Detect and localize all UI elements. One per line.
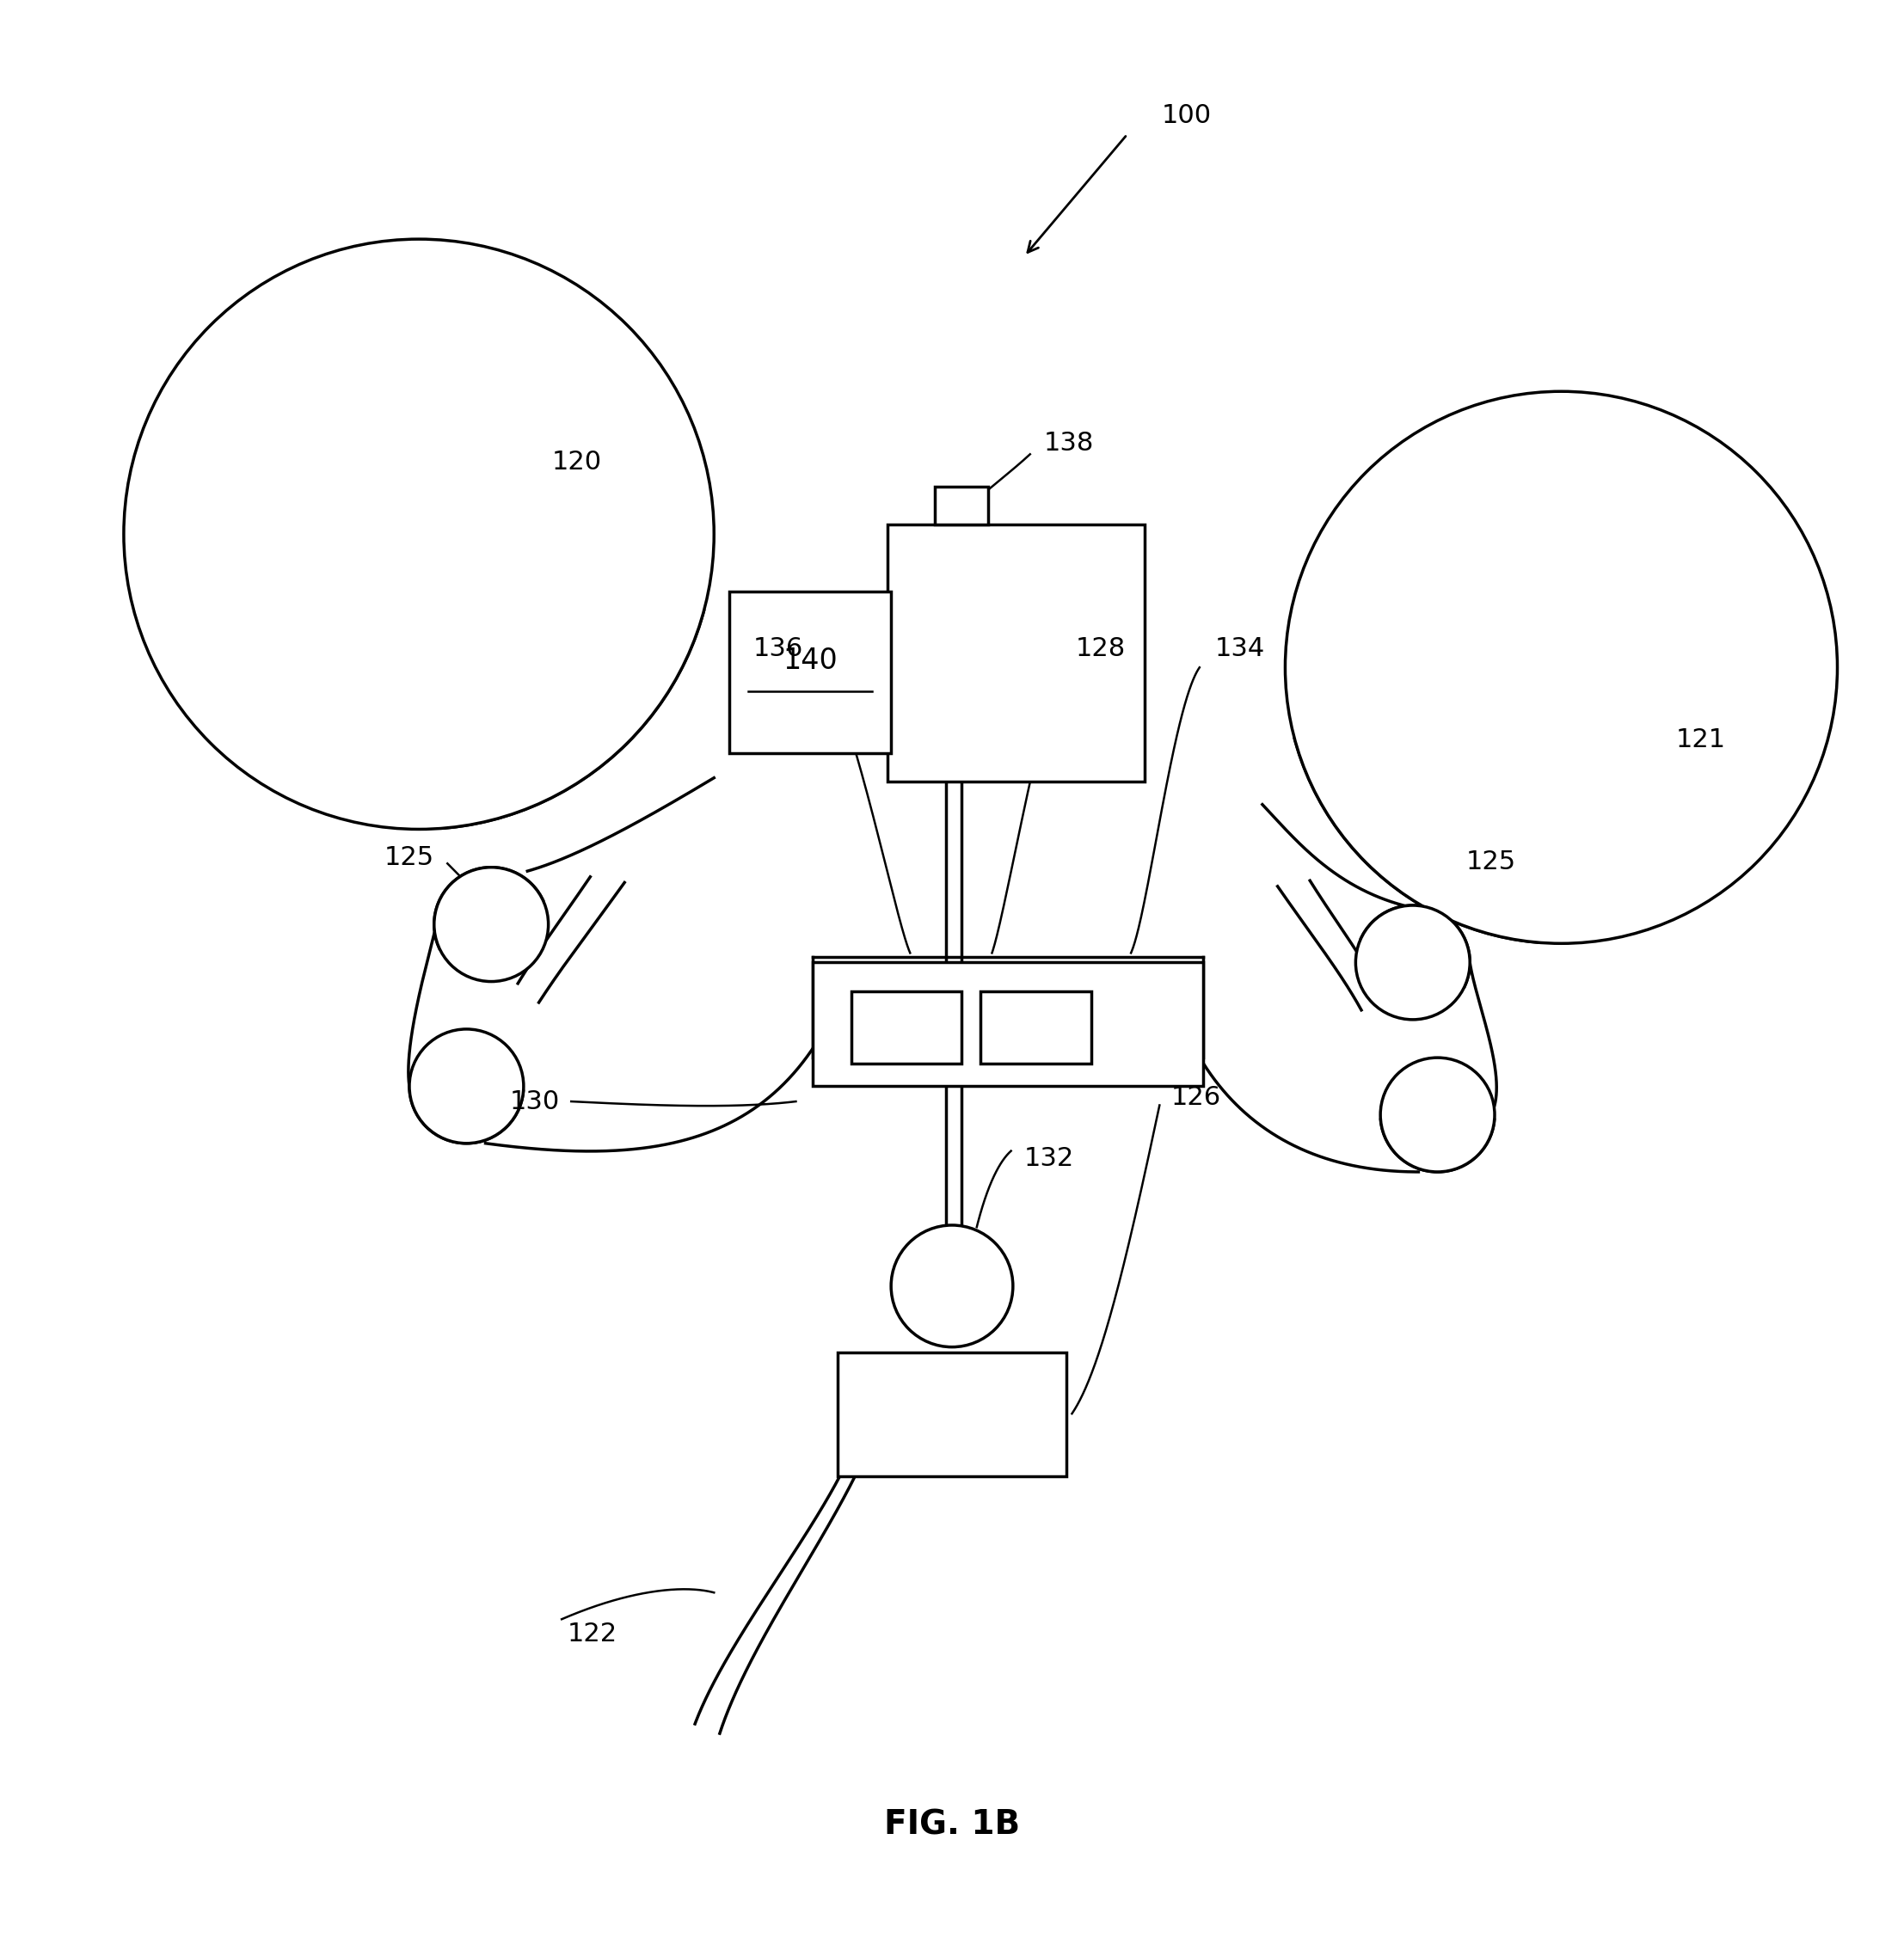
Text: 136: 136 [754, 636, 803, 661]
Text: 132: 132 [1024, 1147, 1074, 1170]
Circle shape [409, 1028, 524, 1143]
Bar [813, 962, 1203, 1087]
Text: 134: 134 [1215, 636, 1264, 661]
Circle shape [1356, 906, 1470, 1019]
Text: 128: 128 [1076, 636, 1125, 661]
Text: FIG. 1B: FIG. 1B [883, 1808, 1021, 1841]
Bar [729, 591, 891, 752]
Circle shape [891, 1225, 1013, 1347]
Circle shape [1285, 391, 1837, 943]
Bar [851, 991, 962, 1063]
Text: 138: 138 [1043, 430, 1093, 455]
Text: 122: 122 [567, 1621, 617, 1647]
Text: 120: 120 [552, 449, 602, 474]
Circle shape [1380, 1058, 1495, 1172]
Text: 125: 125 [385, 846, 434, 871]
Bar [935, 486, 988, 525]
Bar [838, 1353, 1066, 1475]
Bar [887, 525, 1144, 781]
Circle shape [124, 239, 714, 830]
Circle shape [434, 867, 548, 982]
Text: 140: 140 [783, 647, 838, 675]
Text: 130: 130 [510, 1089, 560, 1114]
Text: 125: 125 [1466, 850, 1516, 875]
Bar [981, 991, 1091, 1063]
Text: 126: 126 [1171, 1085, 1220, 1110]
Text: 121: 121 [1676, 727, 1725, 752]
Text: 100: 100 [1161, 103, 1211, 128]
